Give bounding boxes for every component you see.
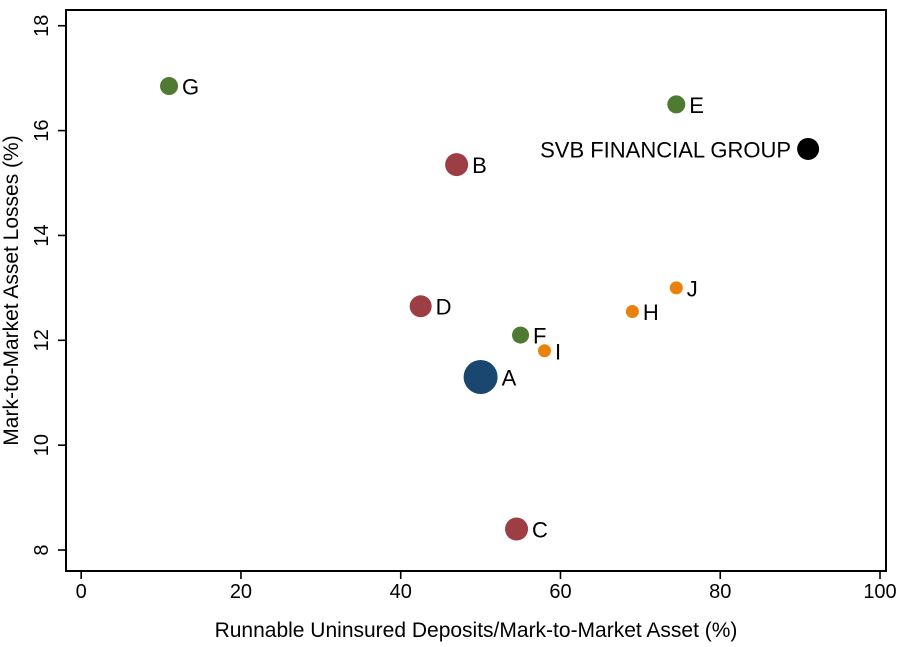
y-tick-label: 10 [31, 434, 53, 456]
point-marker-a [463, 360, 498, 395]
point-marker-svb-financial-group [797, 137, 820, 160]
point-label-a: A [502, 366, 517, 391]
x-tick-label: 20 [230, 581, 252, 603]
point-label-j: J [687, 276, 698, 301]
point-marker-h [625, 304, 639, 318]
y-tick-label: 16 [31, 119, 53, 141]
point-marker-f [512, 326, 530, 344]
point-label-h: H [643, 300, 659, 325]
x-axis-title: Runnable Uninsured Deposits/Mark-to-Mark… [215, 619, 738, 642]
y-axis-title: Mark-to-Market Asset Losses (%) [0, 135, 23, 445]
plot-border [65, 9, 887, 572]
x-tick-label: 40 [390, 581, 412, 603]
point-label-e: E [689, 93, 704, 118]
y-tick-label: 18 [31, 15, 53, 37]
point-label-i: I [555, 339, 561, 364]
point-marker-e [667, 95, 686, 114]
point-marker-i [537, 344, 551, 358]
y-axis-ticks: 8 10 12 14 16 18 [31, 15, 66, 556]
point-marker-d [409, 295, 432, 318]
data-points: A B C D E F G H I J SVB FINANCIAL GROUP [160, 75, 820, 543]
point-marker-g [160, 77, 179, 96]
x-tick-label: 100 [863, 581, 896, 603]
y-tick-label: 12 [31, 329, 53, 351]
point-label-g: G [182, 75, 199, 100]
y-tick-label: 14 [31, 224, 53, 246]
point-label-b: B [472, 153, 487, 178]
x-tick-label: 60 [549, 581, 571, 603]
x-axis-ticks: 0 20 40 60 80 100 [76, 571, 897, 603]
point-label-c: C [532, 518, 548, 543]
point-label-f: F [533, 324, 546, 349]
point-marker-b [445, 153, 469, 177]
y-tick-label: 8 [31, 544, 53, 555]
point-label-svb-financial-group: SVB FINANCIAL GROUP [540, 137, 791, 162]
point-label-d: D [436, 295, 452, 320]
point-marker-j [669, 281, 683, 295]
x-tick-label: 80 [709, 581, 731, 603]
point-marker-c [505, 517, 529, 541]
x-tick-label: 0 [76, 581, 87, 603]
